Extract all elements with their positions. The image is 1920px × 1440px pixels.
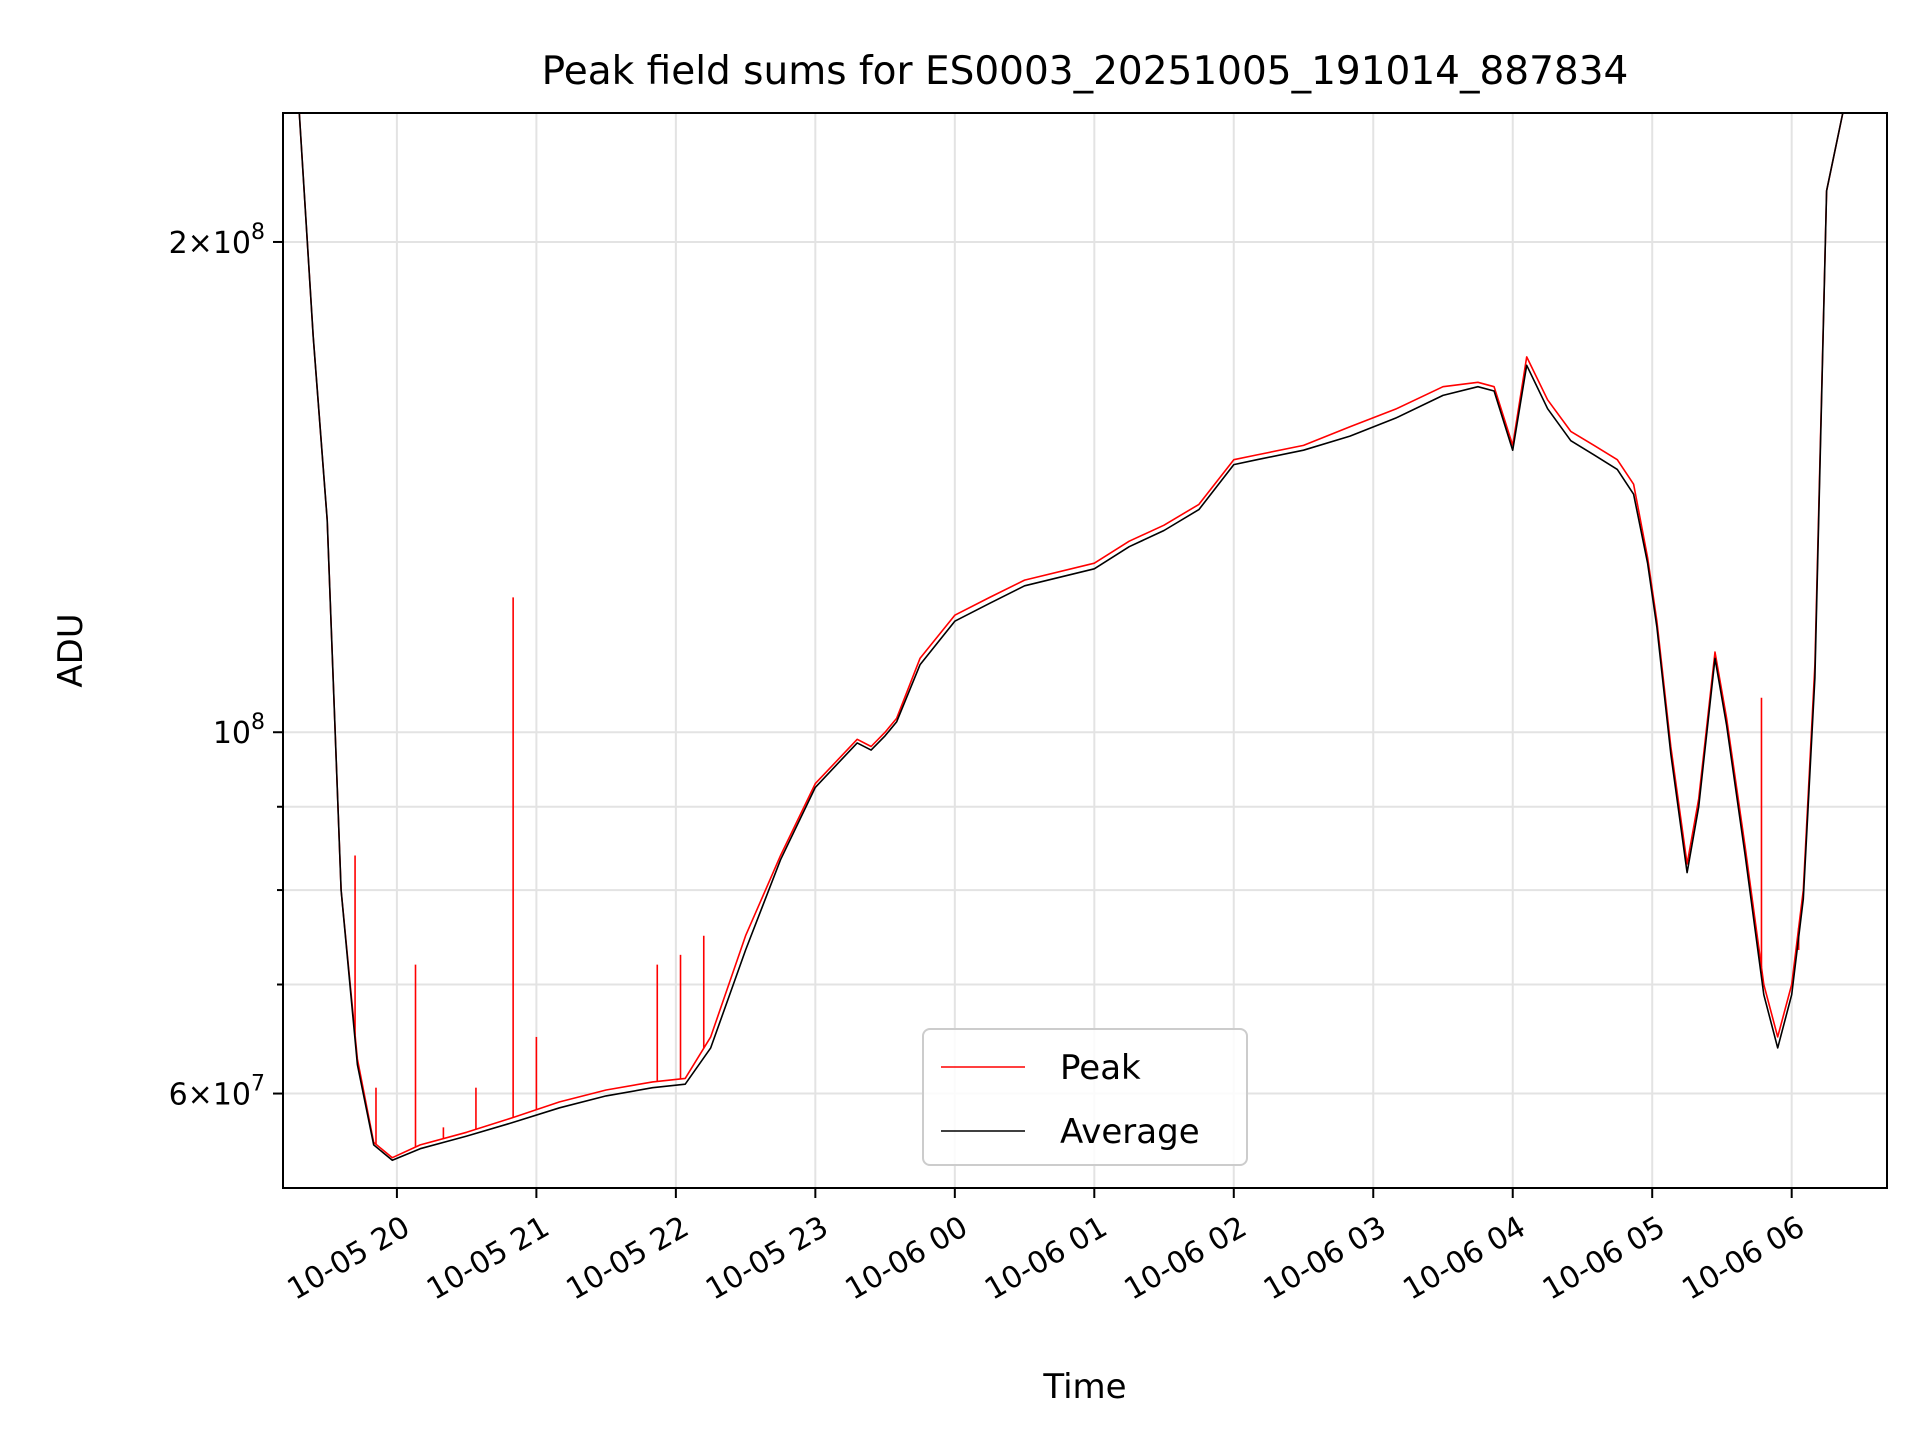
x-tick-label: 10-06 02: [1118, 1210, 1252, 1308]
average-legend-label: Average: [1060, 1112, 1200, 1152]
x-tick-label: 10-05 23: [700, 1210, 834, 1308]
plot-frame: [282, 112, 1888, 1189]
peak-legend-label: Peak: [1060, 1048, 1141, 1088]
x-tick-label: 10-06 05: [1537, 1210, 1671, 1308]
x-axis-label: Time: [1042, 1367, 1126, 1407]
x-tick-label: 10-06 06: [1676, 1210, 1810, 1308]
chart-title: Peak field sums for ES0003_20251005_1910…: [542, 49, 1629, 94]
grid-lines: [283, 113, 1887, 1188]
y-axis-label: ADU: [51, 613, 91, 687]
plot-series: [283, 113, 1887, 1162]
x-tick-label: 10-05 21: [421, 1210, 555, 1308]
x-tick-label: 10-06 03: [1258, 1210, 1392, 1308]
y-tick-label: 6×107: [169, 1072, 265, 1113]
average-series-line: [283, 113, 1887, 1162]
y-tick-label: 108: [213, 710, 265, 751]
x-tick-label: 10-05 22: [561, 1210, 695, 1308]
y-tick-label: 2×108: [169, 220, 265, 261]
x-tick-label: 10-05 20: [282, 1210, 416, 1308]
x-tick-label: 10-06 01: [979, 1210, 1113, 1308]
x-tick-label: 10-06 00: [840, 1210, 974, 1308]
x-tick-label: 10-06 04: [1397, 1210, 1531, 1308]
legend: Peak Average: [922, 1028, 1248, 1166]
peak-series-line: [283, 113, 1887, 1159]
